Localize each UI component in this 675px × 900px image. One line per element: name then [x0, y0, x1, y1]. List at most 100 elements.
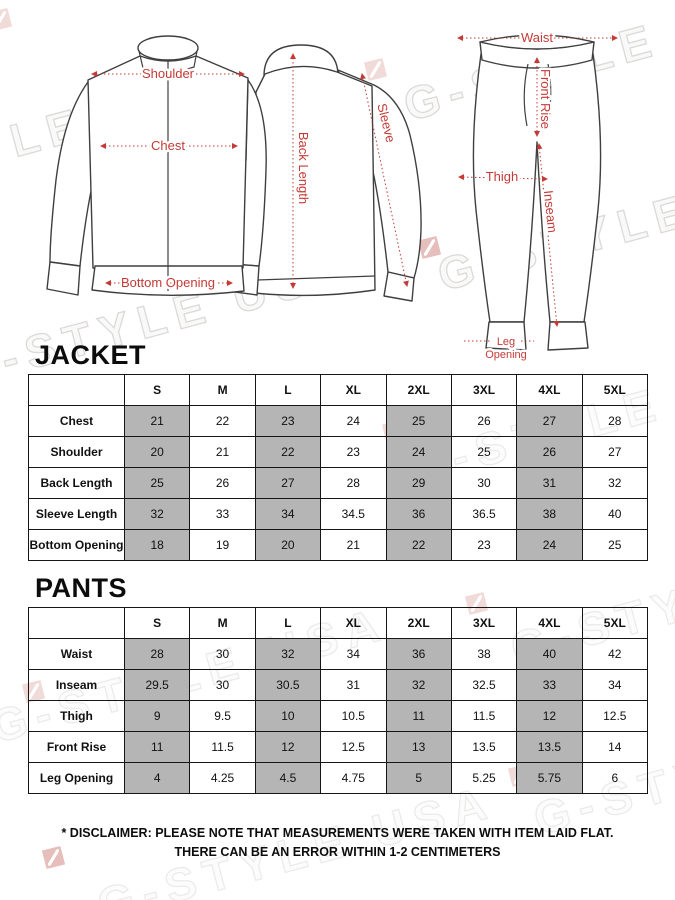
measurement-value-cell: 4.5: [254, 762, 322, 794]
measurement-value-cell: 26: [450, 405, 518, 437]
measurement-value-cell: 4: [123, 762, 191, 794]
measurement-value-cell: 26: [516, 436, 583, 468]
measurement-row: Front Rise 11 11.5 12 12.5 13 13.5 13.5 14: [28, 731, 649, 763]
measurement-row-label: Chest: [28, 405, 125, 437]
measurement-value-cell: 12.5: [320, 731, 387, 763]
size-column-header: 5XL: [581, 374, 649, 406]
measurement-value-cell: 27: [254, 467, 322, 499]
size-column-header: 3XL: [450, 607, 518, 639]
measurement-value-cell: 32: [581, 467, 649, 499]
jacket-back-drawing: [253, 44, 422, 302]
size-column-header: M: [189, 607, 256, 639]
measurement-value-cell: 12: [254, 731, 322, 763]
measurement-value-cell: 20: [254, 529, 322, 561]
measurement-value-cell: 38: [450, 638, 518, 670]
measurement-value-cell: 13.5: [450, 731, 518, 763]
measurement-value-cell: 40: [516, 638, 583, 670]
measurement-value-cell: 32: [123, 498, 191, 530]
measurement-row-label: Bottom Opening: [28, 529, 125, 561]
measurement-value-cell: 34: [320, 638, 387, 670]
measurement-value-cell: 33: [516, 669, 583, 701]
size-column-header: 4XL: [516, 607, 583, 639]
leg-opening-measure-label-line2: Opening: [485, 349, 527, 361]
measurement-value-cell: 25: [385, 405, 452, 437]
size-column-header: L: [254, 607, 322, 639]
measurement-value-cell: 21: [123, 405, 191, 437]
measurement-value-cell: 20: [123, 436, 191, 468]
measurement-row: Bottom Opening 18 19 20 21 22 23 24 25: [28, 529, 649, 561]
measurement-value-cell: 22: [189, 405, 256, 437]
measurement-value-cell: 24: [320, 405, 387, 437]
size-column-header: M: [189, 374, 256, 406]
measurement-value-cell: 11.5: [189, 731, 256, 763]
measurement-value-cell: 25: [581, 529, 649, 561]
size-column-header: S: [123, 607, 191, 639]
measurement-value-cell: 19: [189, 529, 256, 561]
measurement-value-cell: 12.5: [581, 700, 649, 732]
measurement-row: Sleeve Length 32 33 34 34.5 36 36.5 38 40: [28, 498, 649, 530]
size-column-header: 4XL: [516, 374, 583, 406]
measurement-value-cell: 9.5: [189, 700, 256, 732]
measurement-value-cell: 24: [516, 529, 583, 561]
measurement-row-label: Sleeve Length: [28, 498, 125, 530]
measurement-value-cell: 4.75: [320, 762, 387, 794]
measurement-row-label: Leg Opening: [28, 762, 125, 794]
size-column-header: L: [254, 374, 322, 406]
measurement-value-cell: 21: [320, 529, 387, 561]
measurement-value-cell: 36: [385, 498, 452, 530]
measurement-value-cell: 5.75: [516, 762, 583, 794]
front-rise-measure-label: Front Rise: [538, 69, 553, 129]
measurement-value-cell: 31: [516, 467, 583, 499]
thigh-measure-label: Thigh: [486, 169, 519, 184]
measurement-row-label: Front Rise: [28, 731, 125, 763]
bottom-opening-measure-label: Bottom Opening: [121, 275, 215, 290]
pants-section-title: PANTS: [35, 573, 128, 603]
measurement-value-cell: 29: [385, 467, 452, 499]
measurement-value-cell: 4.25: [189, 762, 256, 794]
size-column-header: XL: [320, 607, 387, 639]
disclaimer-line-2: THERE CAN BE AN ERROR WITHIN 1-2 CENTIME…: [174, 845, 501, 859]
size-column-header: 5XL: [581, 607, 649, 639]
measurement-value-cell: 32: [385, 669, 452, 701]
jacket-table: S M L XL 2XL 3XL 4XL 5XL Chest 21 22 23 24 25 26 27 28 Sh…: [28, 374, 649, 561]
measurement-row: Waist 28 30 32 34 36 38 40 42: [28, 638, 649, 670]
measurement-value-cell: 25: [123, 467, 191, 499]
pants-table: S M L XL 2XL 3XL 4XL 5XL Waist 28 30 32 34 36 38 40 42 In…: [28, 607, 649, 794]
size-column-header: XL: [320, 374, 387, 406]
measurement-value-cell: 28: [123, 638, 191, 670]
measurement-value-cell: 26: [189, 467, 256, 499]
measurement-value-cell: 10: [254, 700, 322, 732]
measurement-row: Leg Opening 4 4.25 4.5 4.75 5 5.25 5.75 6: [28, 762, 649, 794]
size-column-header: 2XL: [385, 607, 452, 639]
measurement-value-cell: 23: [320, 436, 387, 468]
measurement-value-cell: 28: [320, 467, 387, 499]
measurement-value-cell: 27: [581, 436, 649, 468]
measurement-row: Shoulder 20 21 22 23 24 25 26 27: [28, 436, 649, 468]
measurement-value-cell: 11.5: [450, 700, 518, 732]
measurement-row-label: Thigh: [28, 700, 125, 732]
jacket-section-title: JACKET: [35, 340, 147, 370]
back-length-measure-label: Back Length: [296, 132, 311, 204]
measurement-row-label: Inseam: [28, 669, 125, 701]
jacket-size-table-container: S M L XL 2XL 3XL 4XL 5XL Chest 21 22 23 24 25 26 27 28 Sh…: [28, 374, 649, 561]
measurement-value-cell: 28: [581, 405, 649, 437]
measurement-value-cell: 21: [189, 436, 256, 468]
measurement-value-cell: 11: [123, 731, 191, 763]
corner-cell: [28, 607, 125, 639]
measurement-row: Thigh 9 9.5 10 10.5 11 11.5 12 12.5: [28, 700, 649, 732]
measurement-value-cell: 38: [516, 498, 583, 530]
measurement-value-cell: 34: [581, 669, 649, 701]
measurement-value-cell: 34: [254, 498, 322, 530]
measurement-value-cell: 18: [123, 529, 191, 561]
measurement-value-cell: 5.25: [450, 762, 518, 794]
measurement-value-cell: 36.5: [450, 498, 518, 530]
measurement-value-cell: 24: [385, 436, 452, 468]
measurement-value-cell: 25: [450, 436, 518, 468]
pants-size-table-container: S M L XL 2XL 3XL 4XL 5XL Waist 28 30 32 34 36 38 40 42 In…: [28, 607, 649, 794]
size-header-row: S M L XL 2XL 3XL 4XL 5XL: [28, 374, 649, 406]
measurement-value-cell: 30.5: [254, 669, 322, 701]
measurement-value-cell: 14: [581, 731, 649, 763]
pants-drawing: [472, 34, 602, 351]
garment-measurement-diagram: Shoulder Chest Bottom Opening Back Lengt…: [46, 28, 618, 364]
